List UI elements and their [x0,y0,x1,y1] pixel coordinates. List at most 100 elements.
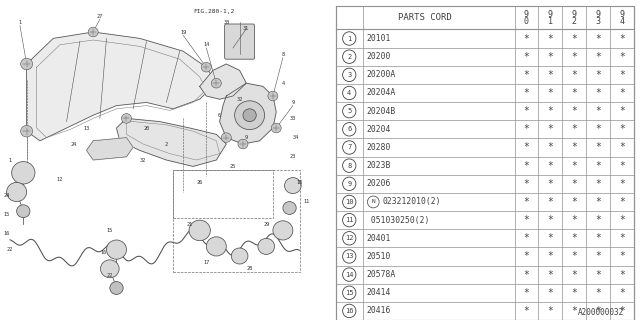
Text: 20401: 20401 [367,234,391,243]
Text: 7: 7 [347,144,351,150]
Text: 8: 8 [347,163,351,169]
Text: *: * [595,306,601,316]
Text: *: * [571,233,577,243]
Text: 19: 19 [180,29,186,35]
Circle shape [231,248,248,264]
Text: *: * [571,52,577,62]
Circle shape [243,109,256,122]
Text: 24: 24 [4,193,10,198]
Text: *: * [524,269,529,280]
Text: *: * [595,34,601,44]
Text: *: * [619,161,625,171]
Polygon shape [27,32,216,141]
Text: *: * [619,197,625,207]
Text: *: * [547,233,553,243]
Text: *: * [571,142,577,152]
Text: 20578A: 20578A [367,270,396,279]
Text: 9: 9 [347,181,351,187]
Text: 25: 25 [230,164,236,169]
Text: 4: 4 [347,90,351,96]
Text: 20510: 20510 [367,252,391,261]
Text: *: * [547,269,553,280]
Text: 24: 24 [70,141,76,147]
Text: *: * [619,179,625,189]
Text: 1: 1 [19,20,22,25]
Text: *: * [524,142,529,152]
Text: *: * [619,52,625,62]
Text: 9: 9 [524,10,529,19]
Circle shape [20,58,33,70]
Text: 23: 23 [290,154,296,159]
Text: 1: 1 [8,157,12,163]
Text: *: * [571,197,577,207]
Text: 9: 9 [620,10,624,19]
Text: *: * [595,215,601,225]
Text: 21: 21 [187,221,193,227]
Circle shape [20,125,33,137]
Text: 32: 32 [140,157,146,163]
Circle shape [235,101,264,130]
Text: A200000032: A200000032 [578,308,624,317]
Text: *: * [595,142,601,152]
Text: 29: 29 [263,221,269,227]
Text: *: * [547,197,553,207]
Text: 20204A: 20204A [367,89,396,98]
Circle shape [271,123,281,133]
Text: 9: 9 [572,10,577,19]
Text: 14: 14 [204,42,209,47]
Text: *: * [524,88,529,98]
Text: *: * [524,306,529,316]
Polygon shape [116,118,227,166]
Text: *: * [524,52,529,62]
Text: 20204B: 20204B [367,107,396,116]
Text: *: * [571,124,577,134]
Text: *: * [595,88,601,98]
Text: *: * [619,288,625,298]
Circle shape [238,139,248,149]
Text: *: * [595,179,601,189]
Text: 13: 13 [345,253,353,260]
Text: 30: 30 [223,20,229,25]
Text: 16: 16 [100,250,106,255]
Circle shape [189,220,211,241]
Text: 9: 9 [595,10,600,19]
Circle shape [6,182,27,202]
Text: 34: 34 [293,135,300,140]
Text: *: * [619,88,625,98]
Text: 11: 11 [345,217,353,223]
Text: *: * [547,106,553,116]
Text: *: * [595,124,601,134]
Text: *: * [619,106,625,116]
Bar [173,170,300,272]
Text: 11: 11 [303,199,309,204]
Text: 10: 10 [296,180,303,185]
Text: *: * [547,179,553,189]
Circle shape [206,237,227,256]
Circle shape [221,133,231,142]
Text: 16: 16 [345,308,353,314]
Text: 6: 6 [218,113,221,118]
Text: 10: 10 [345,199,353,205]
Text: *: * [571,106,577,116]
Text: 4: 4 [620,17,624,26]
Text: *: * [524,197,529,207]
Text: 2023B: 2023B [367,161,391,170]
Circle shape [122,114,131,123]
Circle shape [100,260,119,278]
Text: 20416: 20416 [367,307,391,316]
Text: *: * [547,288,553,298]
Text: *: * [595,252,601,261]
Text: 20414: 20414 [367,288,391,297]
Text: 20200A: 20200A [367,70,396,79]
Text: 4: 4 [282,81,284,86]
Polygon shape [220,83,276,144]
Text: *: * [571,179,577,189]
Text: 3: 3 [347,72,351,78]
Text: *: * [619,70,625,80]
Text: *: * [571,288,577,298]
Text: 31: 31 [243,26,250,31]
Text: *: * [571,306,577,316]
Text: *: * [619,34,625,44]
Text: *: * [619,233,625,243]
Text: 15: 15 [4,212,10,217]
